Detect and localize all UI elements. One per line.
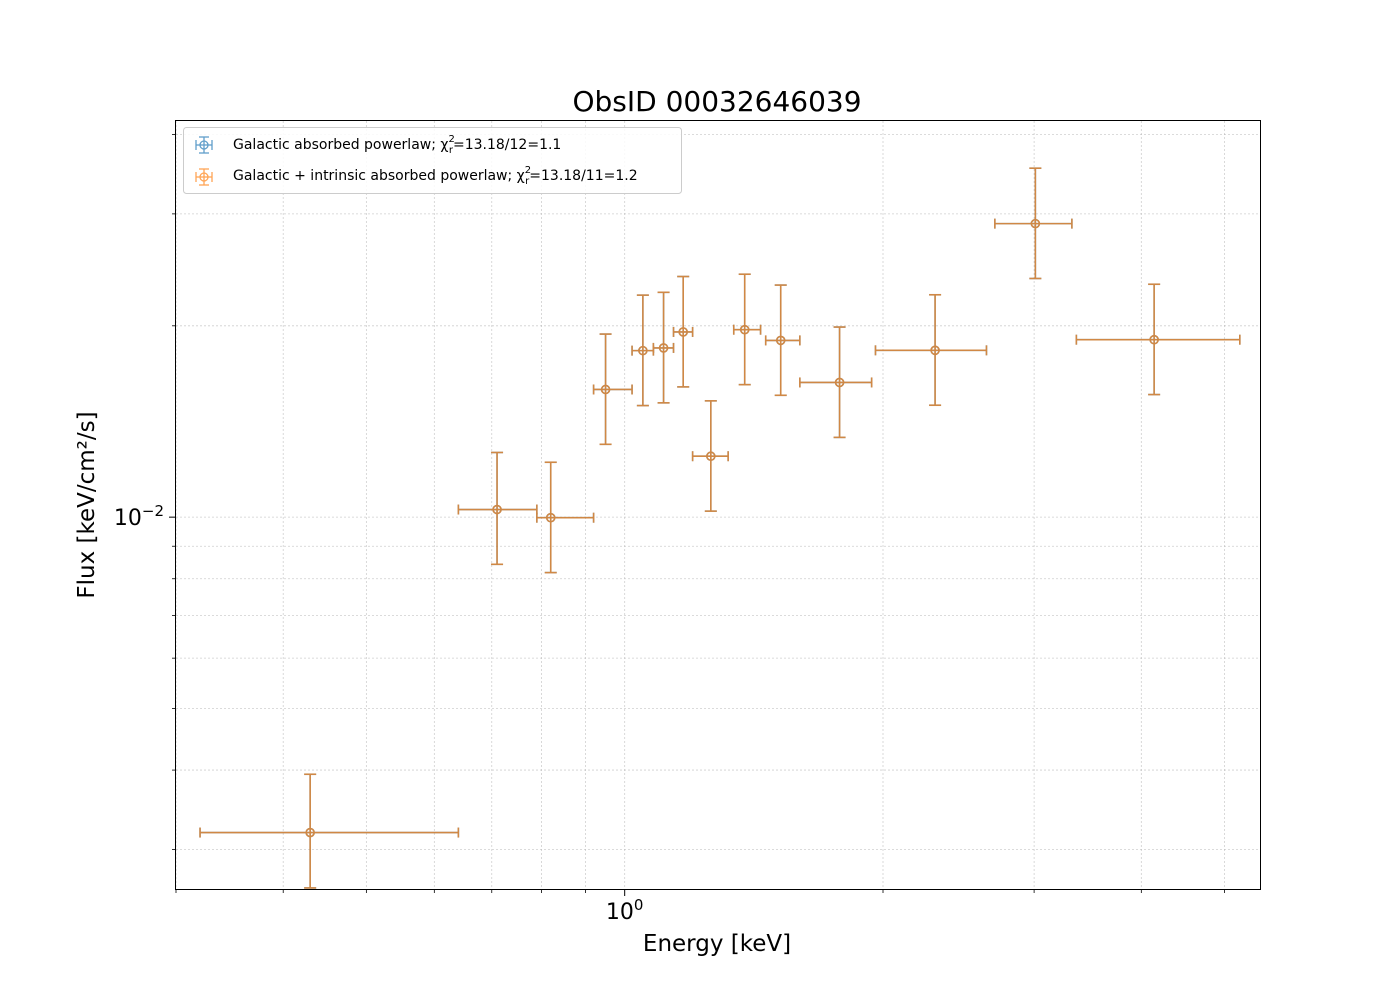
data-point [799, 326, 873, 439]
data-point [672, 275, 694, 388]
legend-label-series-2: Galactic + intrinsic absorbed powerlaw; … [233, 165, 638, 187]
axis-ticks: 100 10−2 [114, 134, 1225, 925]
series-2 [199, 167, 1241, 889]
data-point [994, 167, 1073, 280]
chart-title: ObsID 00032646039 [572, 85, 861, 118]
x-tick-label: 100 [606, 896, 644, 925]
plot-frame [175, 120, 1261, 890]
data-point [691, 400, 729, 512]
data-point [536, 461, 595, 574]
legend: Galactic absorbed powerlaw; χ2 r=13.18/12… [183, 127, 682, 194]
point-marker [930, 345, 940, 356]
data-point [631, 294, 655, 407]
data-point [652, 291, 675, 404]
legend-marker-series-1 [195, 136, 213, 154]
data-point [1075, 283, 1241, 396]
y-axis-label: Flux [keV/cm²/s] [74, 411, 100, 598]
data-point [764, 284, 801, 397]
data-point [457, 451, 538, 566]
svg-text:Flux [keV/cm²/s]: Flux [keV/cm²/s] [74, 411, 100, 598]
data-point [199, 773, 460, 889]
point-marker [1149, 334, 1159, 345]
legend-box [183, 127, 682, 194]
point-marker [1030, 218, 1041, 229]
point-marker [638, 345, 648, 356]
data-points [199, 167, 1241, 889]
point-marker [775, 335, 786, 346]
legend-label-series-1: Galactic absorbed powerlaw; χ2 r=13.18/12… [233, 134, 561, 156]
x-axis-label: Energy [keV] [643, 931, 791, 957]
data-point [874, 293, 988, 407]
point-marker [834, 377, 845, 388]
point-marker [600, 384, 611, 395]
point-marker [706, 451, 716, 462]
legend-marker-series-2 [195, 168, 213, 186]
data-point [732, 273, 762, 386]
y-tick-label: 10−2 [114, 502, 164, 531]
point-marker [678, 327, 688, 337]
point-marker [545, 512, 556, 523]
data-point [592, 333, 633, 446]
point-marker [305, 827, 315, 838]
point-marker [492, 504, 502, 515]
point-marker [739, 324, 750, 335]
point-marker [658, 343, 669, 353]
